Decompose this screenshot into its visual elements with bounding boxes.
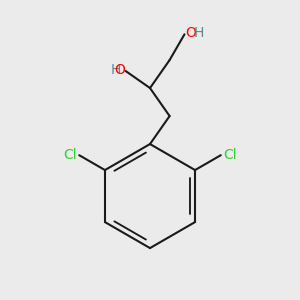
Text: Cl: Cl bbox=[63, 148, 77, 162]
Text: H: H bbox=[194, 26, 204, 40]
Text: O: O bbox=[185, 26, 196, 40]
Text: O: O bbox=[114, 62, 125, 76]
Text: H: H bbox=[111, 62, 121, 76]
Text: Cl: Cl bbox=[223, 148, 237, 162]
